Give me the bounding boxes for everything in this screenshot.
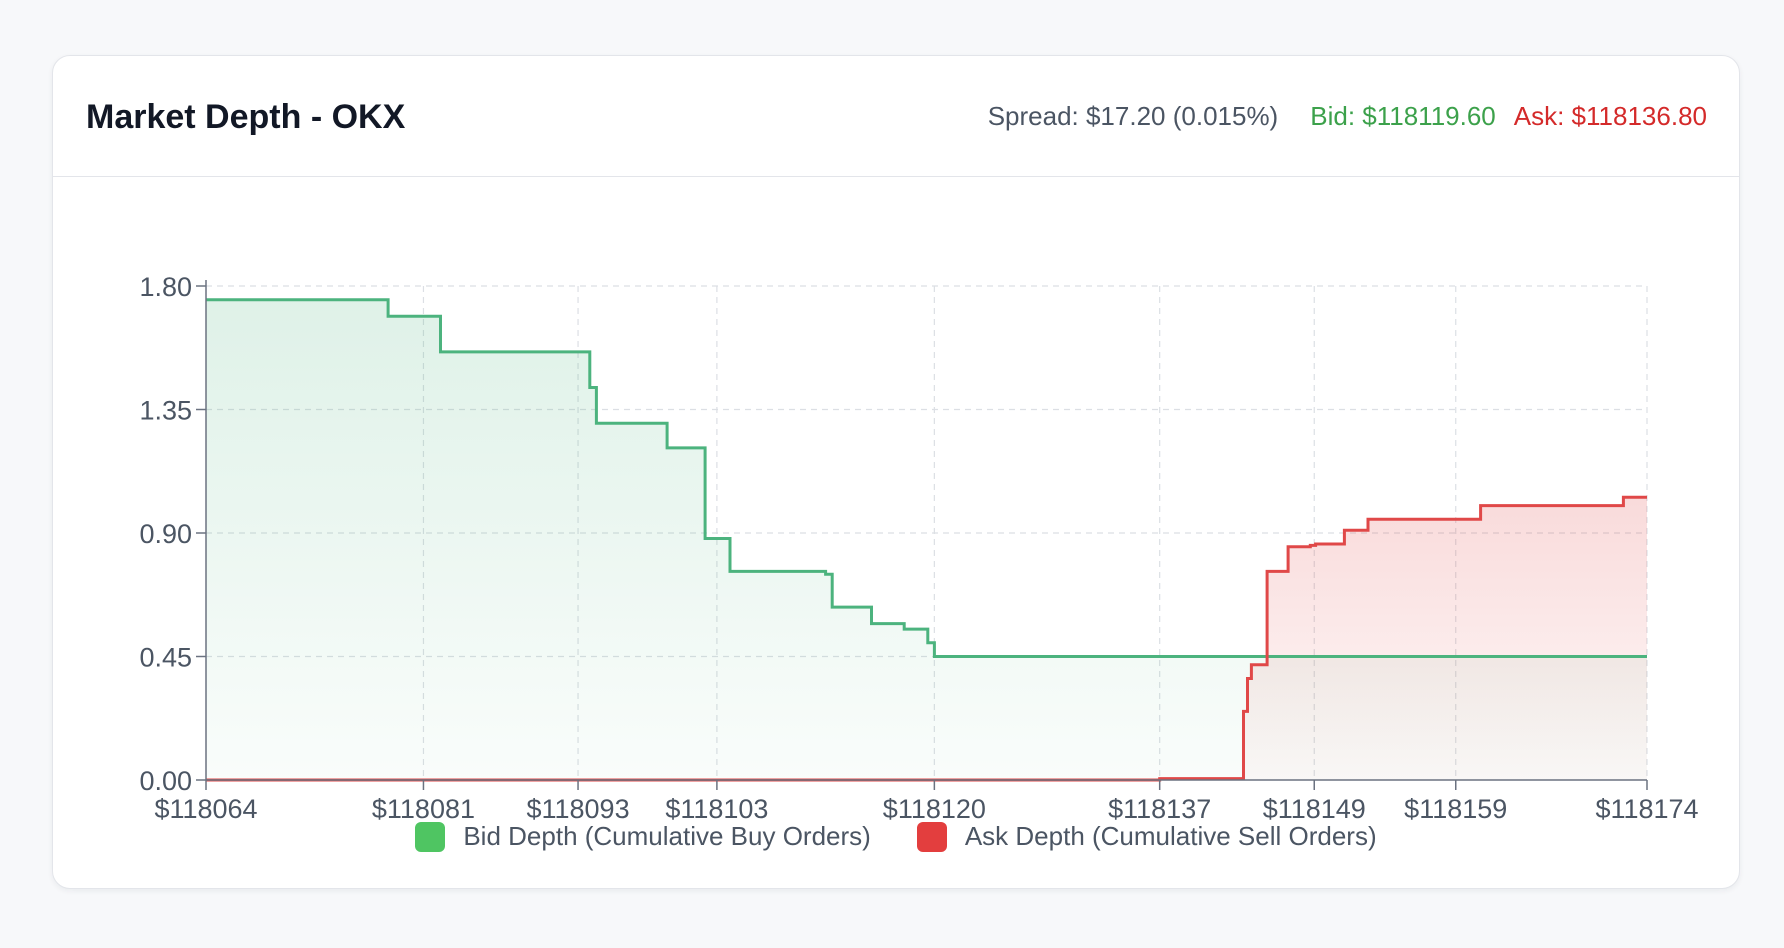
chart-legend: Bid Depth (Cumulative Buy Orders) Ask De… (53, 821, 1739, 852)
x-tick-label: $118137 (1108, 794, 1211, 824)
depth-chart-area: 0.00 0.45 0.90 1.35 1.80 $118064 $118081 $11809… (53, 177, 1739, 889)
market-depth-card: Market Depth - OKX Spread: $17.20 (0.015… (52, 55, 1740, 889)
depth-chart[interactable]: 0.00 0.45 0.90 1.35 1.80 $118064 $118081 $11809… (53, 177, 1739, 889)
x-tick-label: $118103 (665, 794, 768, 824)
ask-depth-area (206, 497, 1647, 780)
chart-title: Market Depth - OKX (86, 98, 406, 136)
card-header: Market Depth - OKX Spread: $17.20 (0.015… (53, 56, 1739, 177)
axes: 0.00 0.45 0.90 1.35 1.80 $118064 $118081 $11809… (139, 272, 1698, 824)
legend-label-bid: Bid Depth (Cumulative Buy Orders) (463, 821, 871, 851)
x-tick-label: $118081 (372, 794, 475, 824)
best-bid-value: Bid: $118119.60 (1310, 101, 1496, 131)
x-tick-label: $118120 (883, 794, 986, 824)
legend-label-ask: Ask Depth (Cumulative Sell Orders) (964, 821, 1377, 851)
ask-depth-line (206, 495, 1647, 782)
x-tick-label: $118159 (1404, 794, 1507, 824)
market-stats: Spread: $17.20 (0.015%) Bid: $118119.60 … (988, 101, 1707, 132)
x-tick-label: $118064 (154, 794, 257, 824)
legend-item-bid[interactable]: Bid Depth (Cumulative Buy Orders) (415, 821, 871, 852)
depth-lines (206, 298, 1647, 782)
y-tick-label: 1.80 (139, 272, 192, 302)
ask-swatch (916, 821, 947, 852)
x-tick-label: $118174 (1595, 794, 1698, 824)
bid-depth-line (206, 298, 1647, 658)
y-tick-label: 1.35 (139, 396, 192, 426)
legend-item-ask[interactable]: Ask Depth (Cumulative Sell Orders) (916, 821, 1377, 852)
y-tick-label: 0.45 (139, 643, 192, 673)
best-ask-value: Ask: $118136.80 (1513, 101, 1707, 131)
bid-swatch (415, 821, 446, 852)
depth-areas (206, 299, 1647, 780)
x-tick-label: $118093 (526, 794, 629, 824)
y-tick-label: 0.90 (139, 519, 192, 549)
x-tick-label: $118149 (1263, 794, 1366, 824)
y-tick-label: 0.00 (139, 766, 192, 796)
spread-value: Spread: $17.20 (0.015%) (987, 101, 1279, 131)
